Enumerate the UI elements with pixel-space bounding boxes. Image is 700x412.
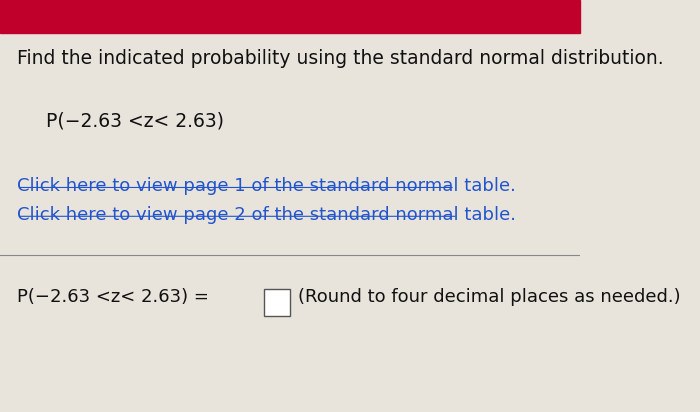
- Bar: [0, 0, 580, 33]
- Text: Click here to view page 2 of the standard normal table.: Click here to view page 2 of the standar…: [18, 206, 517, 224]
- Text: (Round to four decimal places as needed.): (Round to four decimal places as needed.…: [298, 288, 681, 307]
- FancyBboxPatch shape: [264, 290, 290, 316]
- Text: P(−2.63 <z< 2.63) =: P(−2.63 <z< 2.63) =: [18, 288, 209, 307]
- Text: P(−2.63 <z< 2.63): P(−2.63 <z< 2.63): [46, 111, 225, 130]
- Text: Click here to view page 1 of the standard normal table.: Click here to view page 1 of the standar…: [18, 177, 517, 195]
- Text: Find the indicated probability using the standard normal distribution.: Find the indicated probability using the…: [18, 49, 664, 68]
